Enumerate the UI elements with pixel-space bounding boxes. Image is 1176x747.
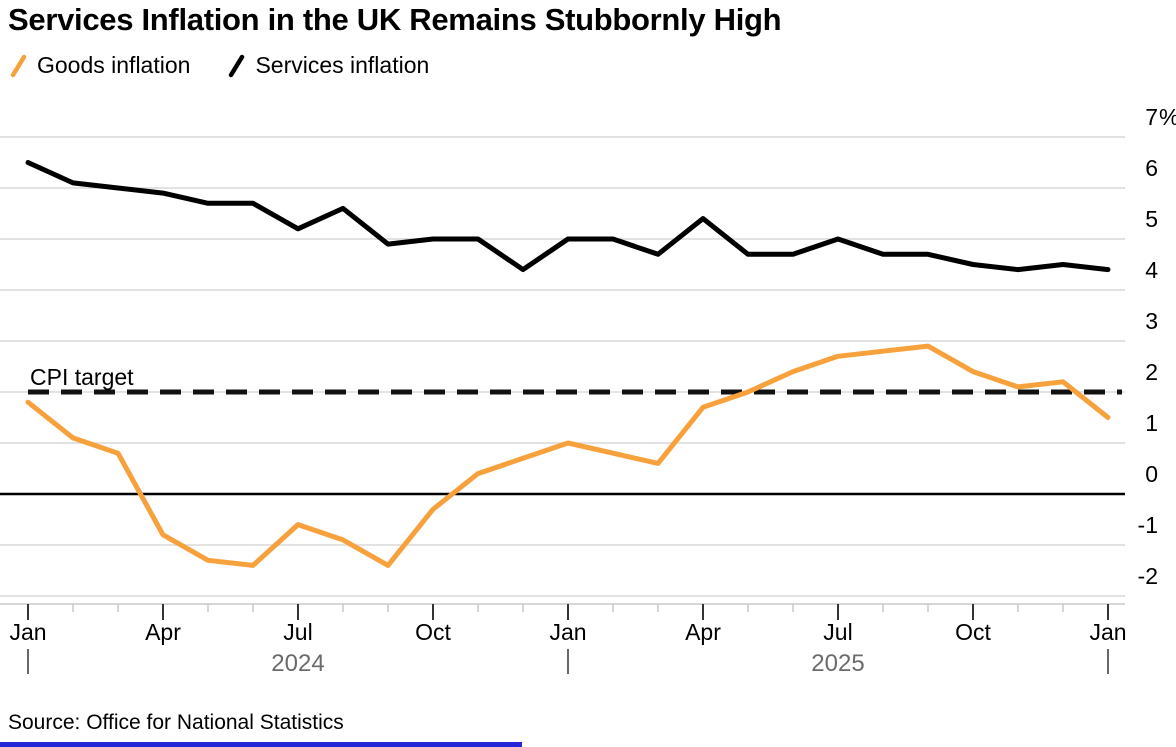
chart-legend: Goods inflation Services inflation [10,52,429,79]
chart-title: Services Inflation in the UK Remains Stu… [8,2,782,37]
x-axis-tick-label: Oct [415,619,451,645]
y-axis-tick-label: -2 [1138,563,1158,589]
y-axis-tick-label: 6 [1145,155,1158,181]
y-axis-tick-label: 2 [1145,359,1158,385]
year-label: 2024 [271,650,324,677]
legend-item-services: Services inflation [228,52,429,79]
legend-label-goods: Goods inflation [37,52,191,78]
x-axis-tick-label: Jan [1089,619,1126,645]
legend-item-goods: Goods inflation [10,52,190,79]
y-axis-tick-label: 4 [1145,257,1158,283]
services-inflation-line [25,160,1111,273]
x-axis-tick-label: Jul [823,619,852,645]
y-axis-tick-label: 5 [1145,206,1158,232]
y-axis-tick-label: 3 [1145,308,1158,334]
x-axis-tick-label: Jan [9,619,46,645]
y-axis-unit-label: % [1159,104,1176,130]
x-axis-tick-label: Jan [549,619,586,645]
footer-brand-bar [0,742,522,747]
x-axis-tick-label: Oct [955,619,991,645]
goods-inflation-line [25,343,1111,568]
x-axis-tick-label: Apr [145,619,181,645]
slash-icon [229,54,245,77]
slash-icon [10,54,27,77]
year-label: 2025 [811,650,864,677]
x-axis-tick-label: Apr [685,619,721,645]
y-axis-tick-label: 0 [1145,461,1158,487]
legend-label-services: Services inflation [255,52,430,78]
source-note: Source: Office for National Statistics [8,711,344,734]
x-axis-tick-label: Jul [283,619,312,645]
y-axis-tick-label: -1 [1138,512,1158,538]
y-axis-tick-label: 7 [1145,104,1158,130]
y-axis-tick-label: 1 [1145,410,1158,436]
cpi-target-label: CPI target [30,364,134,390]
